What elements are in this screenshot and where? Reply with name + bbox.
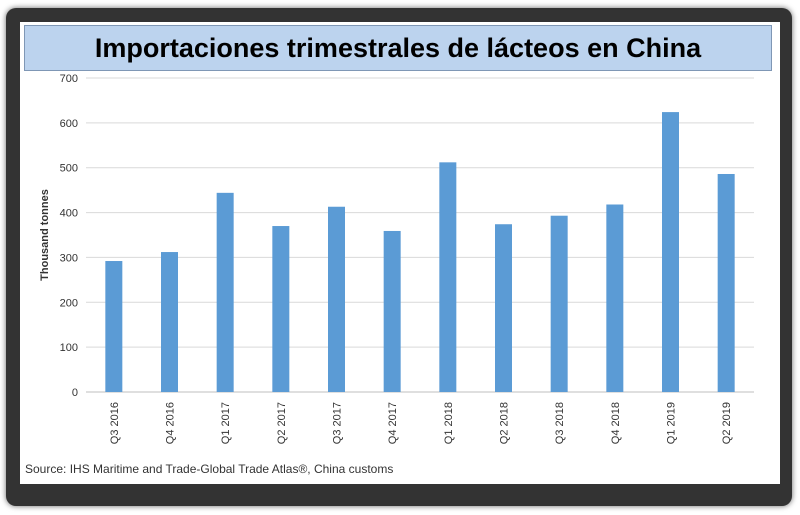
x-tick-label: Q4 2017: [387, 402, 399, 444]
x-tick-label: Q2 2018: [499, 402, 511, 444]
y-tick-label: 300: [60, 252, 78, 264]
y-tick-label: 600: [60, 118, 78, 130]
x-tick-label: Q2 2017: [276, 402, 288, 444]
y-tick-label: 400: [60, 208, 78, 220]
x-tick-label: Q4 2016: [165, 402, 177, 444]
y-tick-label: 0: [72, 387, 78, 399]
y-tick-label: 100: [60, 342, 78, 354]
bar-q4-2017: [383, 230, 401, 392]
bar-q1-2018: [439, 162, 457, 392]
source-note: Source: IHS Maritime and Trade-Global Tr…: [25, 462, 394, 476]
y-tick-label: 500: [60, 163, 78, 175]
x-tick-label: Q1 2019: [666, 402, 678, 444]
y-tick-label: 200: [60, 297, 78, 309]
x-tick-label: Q2 2019: [721, 402, 733, 444]
x-tick-label: Q1 2017: [220, 402, 232, 444]
chart-frame: Importaciones trimestrales de lácteos en…: [6, 8, 792, 506]
bar-q2-2019: [717, 173, 735, 392]
bar-q1-2019: [662, 112, 679, 392]
bar-q2-2017: [272, 226, 290, 392]
y-axis-label: Thousand tonnes: [39, 189, 51, 281]
bar-chart: 0 100 200 300 400 500 600 700 Q3 2016 Q4 2016 Q1 2…: [39, 73, 754, 444]
x-tick-label: Q4 2018: [610, 402, 622, 444]
x-tick-label: Q3 2018: [554, 402, 566, 444]
y-tick-label: 700: [60, 73, 78, 85]
bar-q2-2018: [495, 224, 512, 392]
x-tick-label: Q1 2018: [443, 402, 455, 444]
bar-q3-2017: [328, 206, 345, 392]
bar-q3-2016: [105, 261, 123, 392]
x-tick-label: Q3 2017: [332, 402, 344, 444]
bar-q4-2018: [606, 204, 624, 392]
chart-title: Importaciones trimestrales de lácteos en…: [24, 25, 772, 71]
chart-panel: Importaciones trimestrales de lácteos en…: [20, 22, 780, 484]
bar-q3-2018: [550, 215, 568, 392]
bar-q4-2016: [161, 252, 178, 392]
bar-q1-2017: [216, 192, 234, 392]
x-tick-label: Q3 2016: [109, 402, 121, 444]
